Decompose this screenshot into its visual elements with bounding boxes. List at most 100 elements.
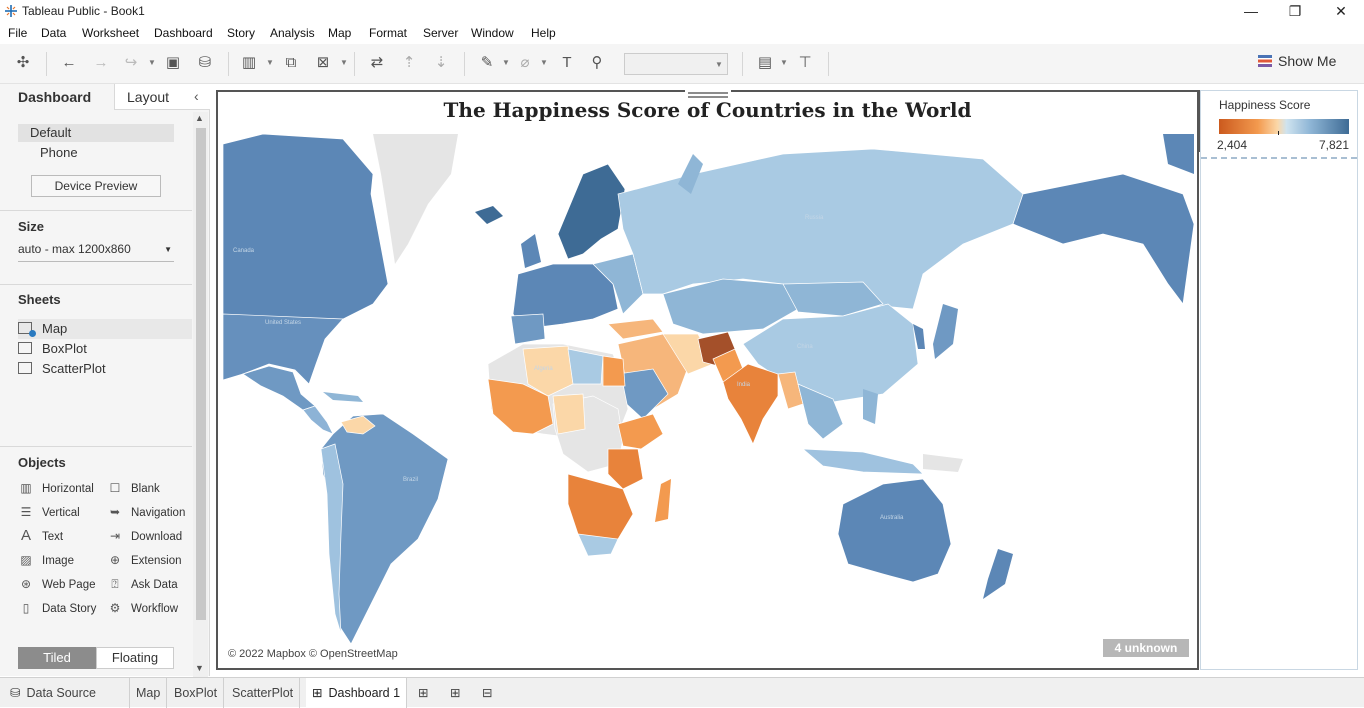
unknown-indicator[interactable]: 4 unknown — [1103, 639, 1189, 657]
menu-story[interactable]: Story — [227, 26, 256, 40]
size-dropdown[interactable]: auto - max 1200x860 ▼ — [18, 242, 174, 262]
sort-ascending-icon[interactable]: ⇡ — [402, 54, 416, 71]
object-image[interactable]: ▨ Image — [18, 551, 74, 569]
chevron-down-icon[interactable]: ▼ — [502, 58, 510, 67]
sheet-item-scatterplot[interactable]: ScatterPlot — [18, 359, 192, 379]
legend-title: Happiness Score — [1219, 98, 1311, 112]
device-default[interactable]: Default — [18, 124, 174, 142]
sort-descending-icon[interactable]: ⇣ — [434, 54, 448, 71]
device-phone[interactable]: Phone — [40, 145, 78, 160]
object-extension[interactable]: ⊕ Extension — [107, 551, 182, 569]
new-worksheet-icon[interactable]: ⊞ — [418, 686, 429, 700]
swap-rows-columns-icon[interactable]: ⇄ — [370, 54, 384, 71]
menu-server[interactable]: Server — [423, 26, 459, 40]
show-cards-icon[interactable]: ▤ — [757, 54, 773, 71]
world-map[interactable]: United States Canada Brazil Russia China… — [223, 134, 1194, 668]
chevron-down-icon[interactable]: ▼ — [148, 58, 156, 67]
restore-button[interactable]: ❐ — [1288, 3, 1302, 19]
tab-scatterplot[interactable]: ScatterPlot — [226, 678, 301, 708]
presentation-mode-icon[interactable]: ⊤ — [798, 54, 812, 71]
replay-icon[interactable]: ↪ — [124, 54, 138, 71]
close-button[interactable]: ✕ — [1335, 3, 1347, 19]
chevron-down-icon[interactable]: ▼ — [780, 58, 788, 67]
show-me-button[interactable]: Show Me — [1258, 53, 1358, 75]
object-data-story[interactable]: ▯ Data Story — [18, 599, 97, 617]
object-download[interactable]: ⇥ Download — [107, 527, 182, 545]
color-legend[interactable]: Happiness Score 2,404 7,821 — [1200, 90, 1358, 670]
central-america-shape — [302, 405, 334, 435]
object-horizontal[interactable]: ▥ Horizontal — [18, 479, 93, 497]
chevron-down-icon[interactable]: ▼ — [340, 58, 348, 67]
floating-button[interactable]: Floating — [96, 647, 174, 669]
ethiopia-shape — [617, 413, 664, 450]
chevron-down-icon[interactable]: ▼ — [266, 58, 274, 67]
clear-sheet-icon[interactable]: ⊠ — [316, 54, 330, 71]
chevron-down-icon[interactable]: ▼ — [540, 58, 548, 67]
pin-axis-icon[interactable]: ⚲ — [591, 54, 603, 71]
menu-window[interactable]: Window — [471, 26, 514, 40]
data-story-icon: ▯ — [22, 601, 30, 615]
minimize-button[interactable]: — — [1244, 3, 1258, 19]
menu-analysis[interactable]: Analysis — [270, 26, 315, 40]
tab-map[interactable]: Map — [130, 678, 168, 708]
object-web-page[interactable]: ⊛ Web Page — [18, 575, 96, 593]
map-label-russia: Russia — [805, 215, 824, 221]
workflow-icon: ⚙ — [109, 601, 121, 615]
new-dashboard-icon[interactable]: ⊞ — [450, 686, 461, 700]
object-blank[interactable]: ☐ Blank — [107, 479, 160, 497]
object-vertical[interactable]: ☰ Vertical — [18, 503, 80, 521]
new-story-icon[interactable]: ⊟ — [482, 686, 493, 700]
east-africa-shape — [607, 448, 644, 490]
map-attribution[interactable]: © 2022 Mapbox © OpenStreetMap — [228, 648, 398, 660]
menu-file[interactable]: File — [8, 26, 28, 40]
new-data-source-icon[interactable]: ⛁ — [198, 54, 212, 71]
scroll-down-icon[interactable]: ▼ — [195, 663, 204, 673]
device-preview-button[interactable]: Device Preview — [31, 175, 161, 197]
tab-data-source[interactable]: ⛁ Data Source — [4, 678, 130, 708]
object-text[interactable]: A Text — [18, 527, 63, 545]
undo-icon[interactable]: ← — [61, 54, 77, 71]
tab-dashboard[interactable]: Dashboard — [0, 84, 114, 110]
menu-worksheet[interactable]: Worksheet — [82, 26, 140, 40]
navigation-icon: ➥ — [109, 505, 121, 519]
fit-dropdown[interactable]: ▼ — [624, 53, 728, 75]
divider — [0, 210, 192, 211]
group-members-icon[interactable]: ⌀ — [520, 54, 530, 71]
sheet-item-boxplot[interactable]: BoxPlot — [18, 339, 192, 359]
scroll-up-icon[interactable]: ▲ — [195, 113, 204, 123]
drag-handle-icon[interactable] — [685, 90, 731, 100]
show-mark-labels-icon[interactable]: T — [562, 54, 572, 71]
tab-boxplot[interactable]: BoxPlot — [168, 678, 225, 708]
highlight-icon[interactable]: ✎ — [480, 54, 494, 71]
menu-format[interactable]: Format — [369, 26, 408, 40]
tab-dashboard-1[interactable]: ⊞ Dashboard 1 — [306, 678, 408, 708]
toolbar-divider — [46, 52, 47, 76]
object-navigation[interactable]: ➥ Navigation — [107, 503, 185, 521]
duplicate-sheet-icon[interactable]: ⧉ — [285, 54, 297, 71]
panel-scrollbar-thumb[interactable] — [196, 128, 206, 620]
menu-map[interactable]: Map — [328, 26, 352, 40]
menu-dashboard[interactable]: Dashboard — [154, 26, 213, 40]
object-ask-data[interactable]: ⍰ Ask Data — [107, 575, 177, 593]
tableau-home-icon[interactable]: ✣ — [16, 54, 30, 71]
collapse-panel-icon[interactable]: ‹ — [194, 88, 199, 104]
south-africa-shape — [577, 533, 619, 557]
dashboard-canvas[interactable]: The Happiness Score of Countries in the … — [216, 90, 1199, 670]
sheet-item-map[interactable]: Map — [18, 319, 192, 339]
menu-help[interactable]: Help — [531, 26, 556, 40]
us-shape — [223, 313, 344, 385]
greenland-shape — [373, 134, 458, 264]
andes-shape — [320, 443, 344, 635]
object-label: Image — [42, 555, 74, 567]
object-label: Workflow — [131, 603, 179, 615]
tab-layout[interactable]: Layout — [114, 84, 210, 110]
map-label-us: United States — [265, 320, 301, 326]
menu-data[interactable]: Data — [41, 26, 67, 40]
libya-shape — [567, 348, 604, 385]
object-label: Data Story — [42, 603, 97, 615]
tiled-button[interactable]: Tiled — [18, 647, 96, 669]
new-worksheet-icon[interactable]: ▥ — [241, 54, 257, 71]
save-icon[interactable]: ▣ — [165, 54, 181, 71]
object-workflow[interactable]: ⚙ Workflow — [107, 599, 178, 617]
redo-icon[interactable]: → — [93, 54, 109, 71]
